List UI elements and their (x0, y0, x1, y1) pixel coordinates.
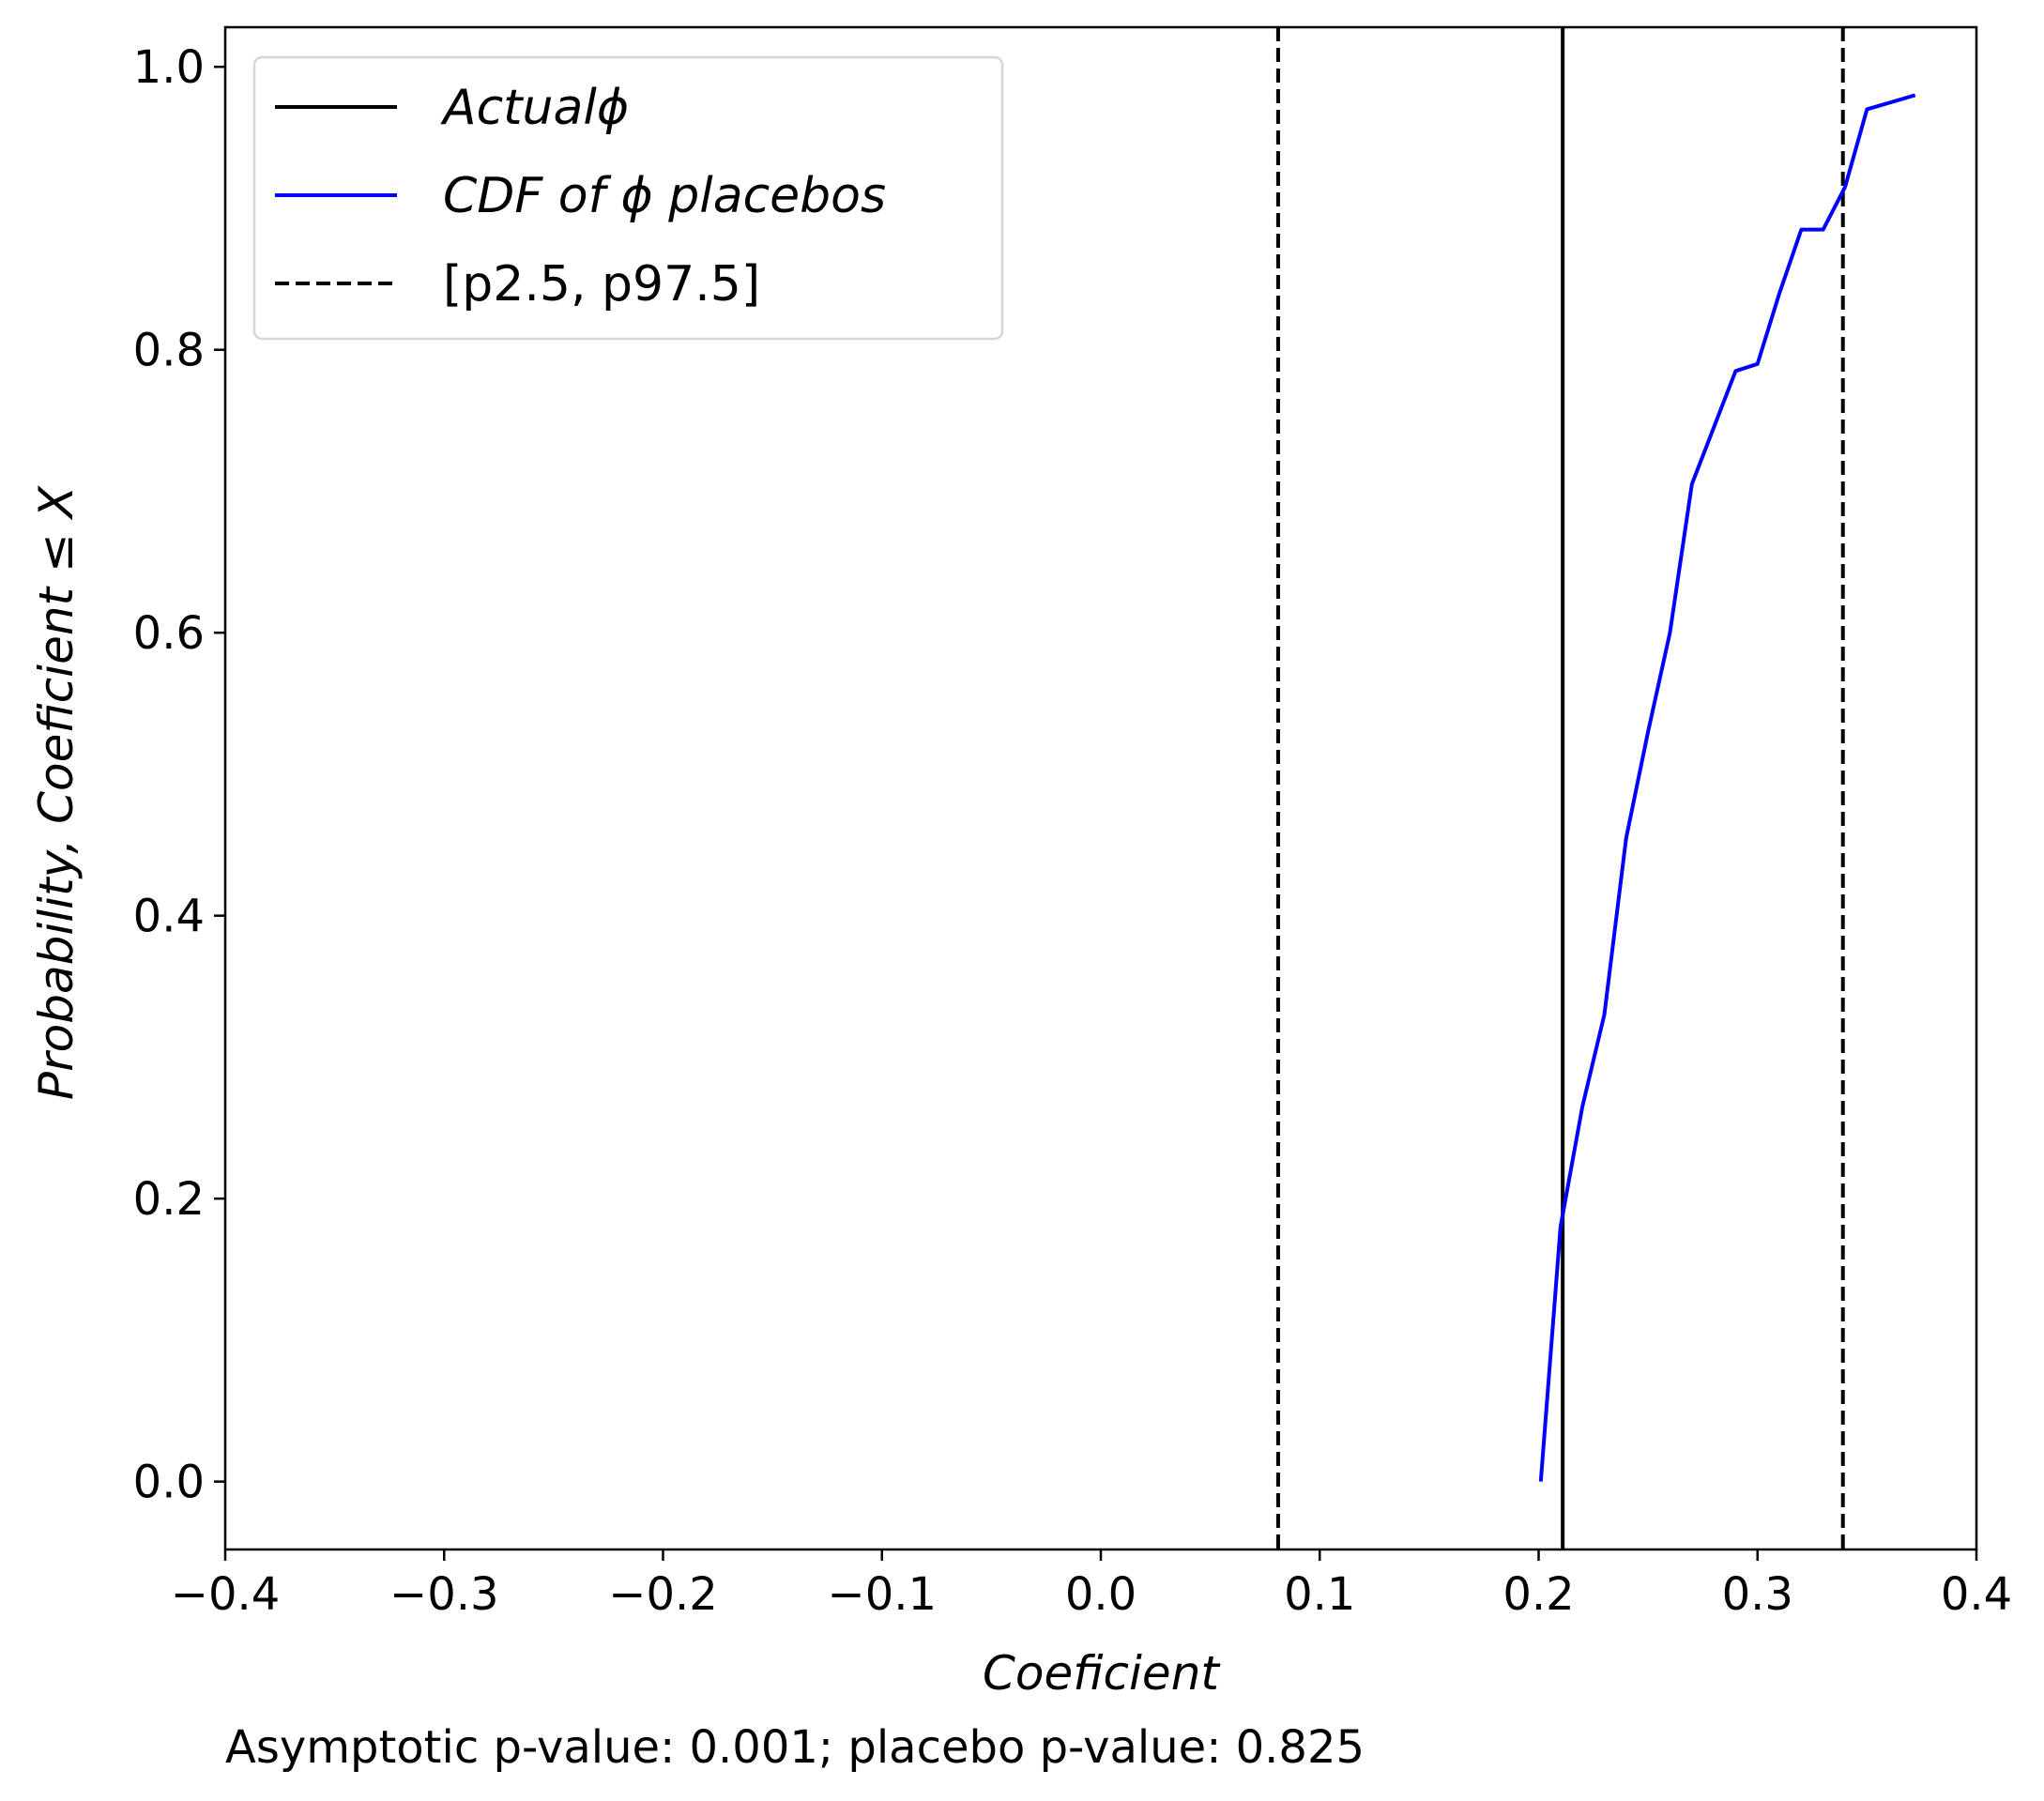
y-tick-label: 1.0 (133, 41, 205, 94)
x-axis-label: Coeficient (983, 1646, 1221, 1701)
y-axis: 0.0 0.2 0.4 0.6 0.8 1.0 (133, 41, 225, 1509)
y-axis-label: Probability, Coeficient ≤ X (29, 484, 84, 1100)
y-tick-label: 0.0 (133, 1457, 205, 1509)
legend-label-2: [p2.5, p97.5] (443, 256, 760, 313)
legend-box (252, 55, 1004, 341)
x-tick-label: 0.3 (1722, 1568, 1793, 1621)
y-tick-label: 0.2 (133, 1173, 205, 1226)
x-tick-label: −0.2 (608, 1568, 718, 1621)
y-tick-label: 0.4 (133, 891, 205, 943)
legend-label-1: CDF of ϕ placebos (443, 168, 886, 224)
x-tick-label: −0.4 (171, 1568, 281, 1621)
x-axis: −0.4 −0.3 −0.2 −0.1 0.0 0.1 0.2 0.3 0.4 (171, 1549, 2012, 1621)
x-tick-label: 0.4 (1941, 1568, 2012, 1621)
y-tick-label: 0.6 (133, 607, 205, 660)
x-tick-label: 0.2 (1502, 1568, 1574, 1621)
y-tick-label: 0.8 (133, 325, 205, 377)
x-tick-label: −0.1 (827, 1568, 937, 1621)
cdf-series-line-0 (1538, 93, 1916, 1482)
x-tick-label: 0.0 (1065, 1568, 1136, 1621)
x-tick-label: −0.3 (389, 1568, 499, 1621)
legend-label-0: Actualϕ (440, 80, 629, 136)
legend: Actualϕ CDF of ϕ placebos [p2.5, p97.5] (252, 55, 1004, 341)
footer-note: Asymptotic p-value: 0.001; placebo p-val… (225, 1721, 1365, 1774)
plot-content (1275, 27, 1916, 1549)
x-tick-label: 0.1 (1284, 1568, 1355, 1621)
